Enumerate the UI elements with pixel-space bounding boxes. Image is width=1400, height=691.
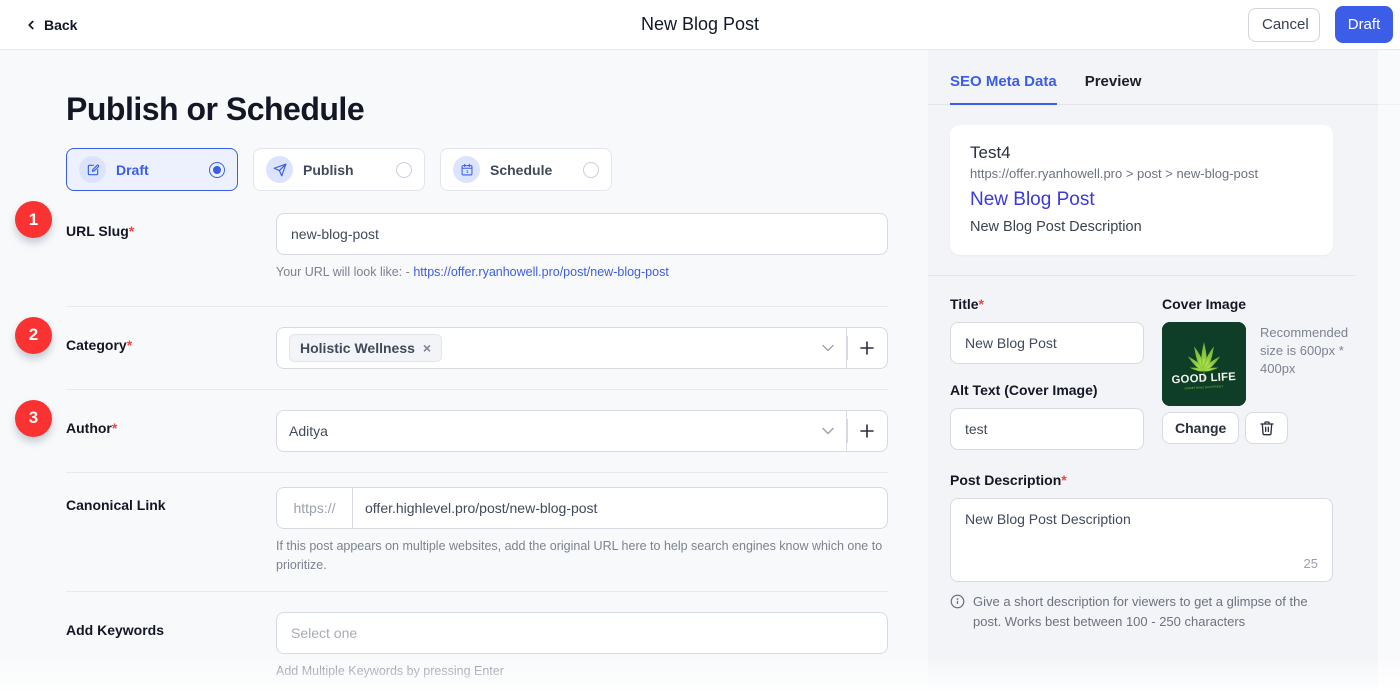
svg-text:1: 1 — [466, 168, 469, 173]
